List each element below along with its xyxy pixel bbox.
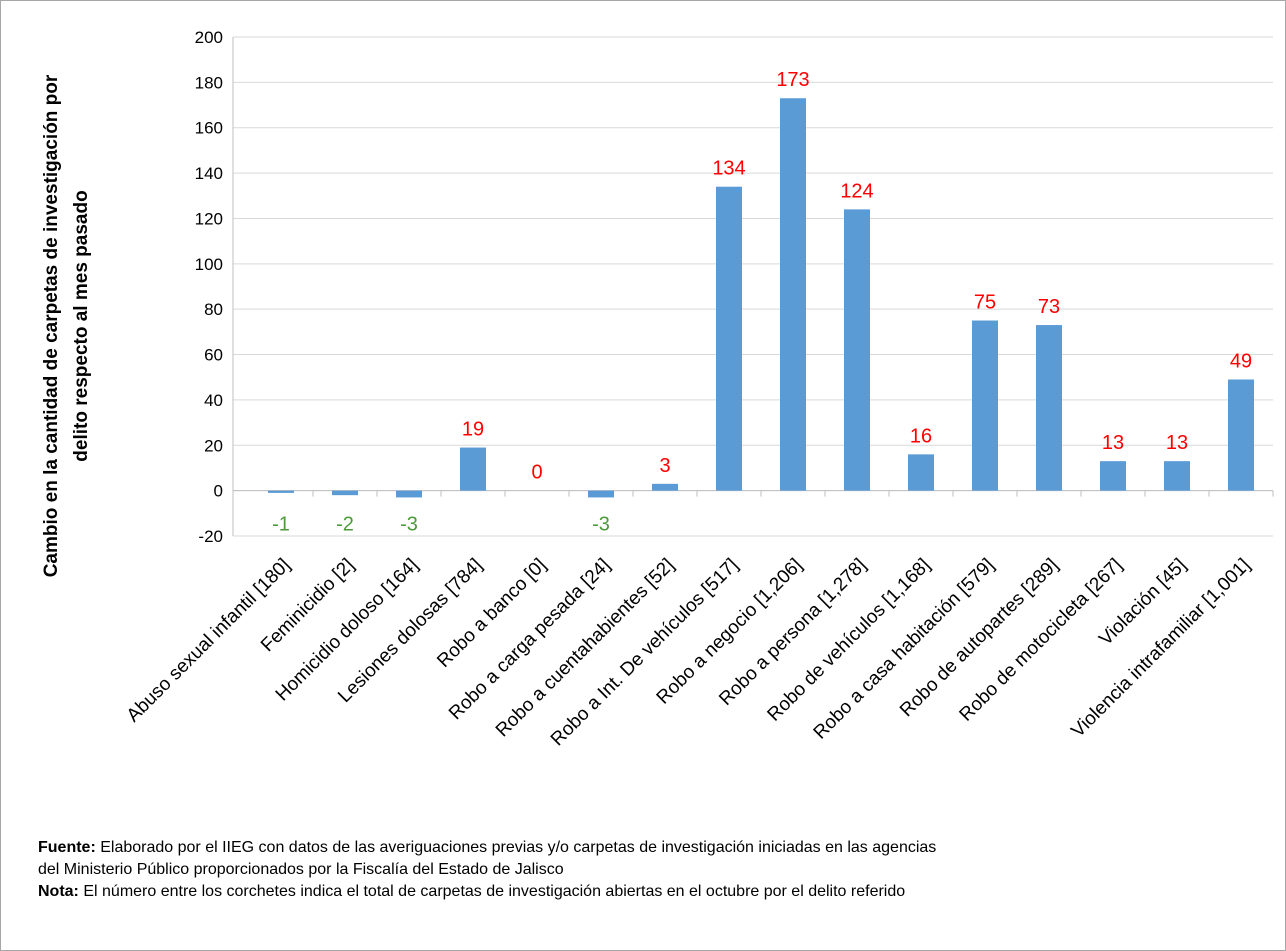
y-tick-label: 160 [195,119,223,138]
bar [652,483,678,491]
y-axis-title: Cambio en la cantidad de carpetas de inv… [41,74,62,577]
value-label: -1 [272,514,290,536]
source-line: Elaborado por el IIEG con datos de las a… [100,839,937,856]
bar [844,209,870,491]
y-tick-label: 20 [204,436,223,455]
value-label: 19 [462,419,484,441]
bar [780,98,806,491]
y-tick-label: -20 [198,527,223,546]
bar [1100,461,1126,491]
bar [460,447,486,491]
value-label: 13 [1166,432,1188,454]
value-label: 16 [910,425,932,447]
bar [908,454,934,491]
y-tick-label: 120 [195,209,223,228]
bar [1228,379,1254,491]
y-tick-label: 0 [214,482,223,501]
y-axis-title: delito respecto al mes pasado [71,190,92,461]
source: del Ministerio Público proporcionados po… [38,859,564,881]
value-label: 49 [1230,350,1252,372]
value-label: 75 [974,292,996,314]
x-tick-label: Robo a banco [0] [433,555,550,672]
bar [1164,461,1190,491]
source-label: Fuente: [38,839,96,856]
bar [332,490,358,496]
y-tick-label: 140 [195,164,223,183]
value-label: 0 [531,462,542,484]
bar [588,490,614,498]
bar [396,490,422,498]
y-tick-label: 200 [195,28,223,47]
value-label: 73 [1038,296,1060,318]
note: Nota: El número entre los corchetes indi… [38,881,905,903]
value-label: 134 [712,158,745,180]
value-label: 124 [840,180,873,202]
value-label: -2 [336,514,354,536]
y-tick-label: 60 [204,346,223,365]
bar [972,320,998,491]
value-label: 173 [776,69,809,91]
value-label: 3 [659,455,670,477]
y-tick-label: 40 [204,391,223,410]
note-label: Nota: [38,883,79,900]
bar [716,186,742,491]
y-tick-label: 180 [195,73,223,92]
note-text: El número entre los corchetes indica el … [83,883,906,900]
source: Fuente: Elaborado por el IIEG con datos … [38,837,936,859]
value-label: -3 [400,514,418,536]
y-tick-label: 80 [204,300,223,319]
value-label: 13 [1102,432,1124,454]
value-label: -3 [592,514,610,536]
bar [1036,325,1062,491]
source-line: del Ministerio Público proporcionados po… [38,861,564,878]
bar [268,490,294,493]
y-tick-label: 100 [195,255,223,274]
